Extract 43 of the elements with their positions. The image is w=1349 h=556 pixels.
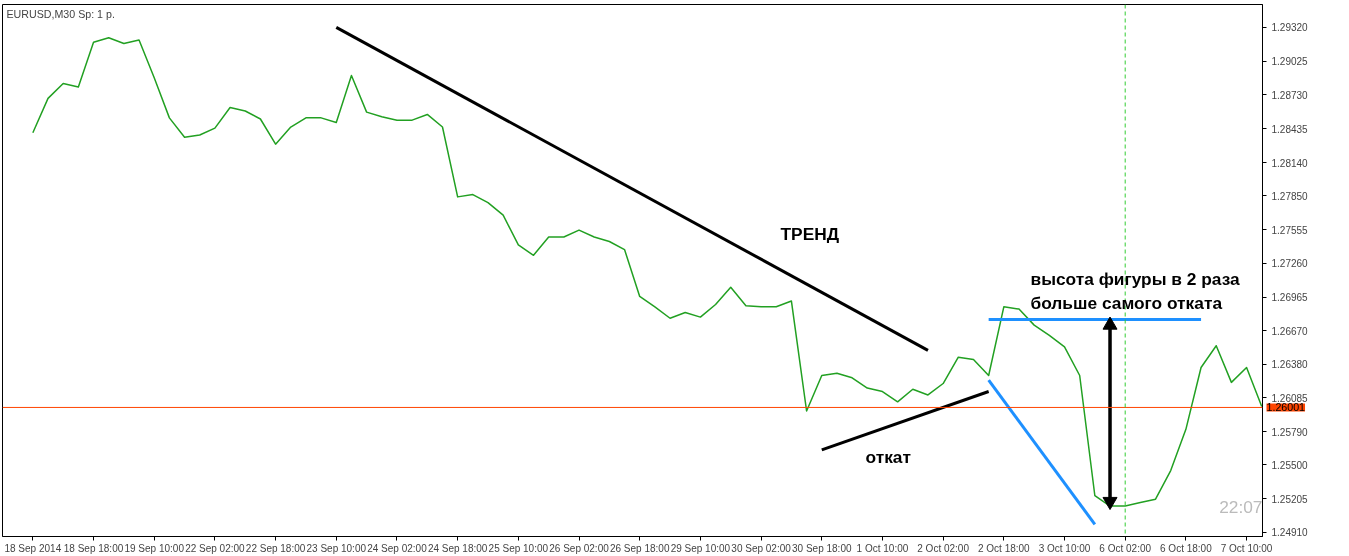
chart-title: EURUSD,M30 Sp: 1 p.	[6, 7, 115, 20]
ref-line-label: 1.26001	[1266, 401, 1306, 414]
x-tick-label: 24 Sep 02:00	[367, 542, 428, 554]
x-tick-label: 30 Sep 02:00	[731, 542, 792, 554]
y-tick-label: 1.27850	[1271, 190, 1309, 202]
x-tick-label: 22 Sep 02:00	[185, 542, 246, 554]
y-tick-label: 1.25500	[1271, 459, 1309, 471]
y-tick-label: 1.26380	[1271, 359, 1309, 371]
x-tick-label: 18 Sep 18:00	[63, 542, 124, 554]
y-tick-label: 1.27260	[1271, 258, 1309, 270]
x-tick-label: 6 Oct 02:00	[1099, 542, 1152, 554]
x-tick-label: 24 Sep 18:00	[427, 542, 488, 554]
x-tick-label: 26 Sep 18:00	[609, 542, 670, 554]
annotation: ТРЕНД	[780, 223, 840, 244]
annotation: откат	[865, 446, 911, 467]
annotation: высота фигуры в 2 раза больше самого отката	[1030, 269, 1241, 314]
y-tick-label: 1.26965	[1271, 292, 1309, 304]
x-tick-label: 3 Oct 10:00	[1038, 542, 1091, 554]
x-tick-label: 2 Oct 02:00	[917, 542, 970, 554]
y-tick-label: 1.28730	[1271, 89, 1309, 101]
y-tick-label: 1.29025	[1271, 56, 1309, 68]
annotation: 22:07	[1219, 496, 1263, 517]
x-tick-label: 2 Oct 18:00	[977, 542, 1031, 554]
y-tick-label: 1.26670	[1271, 325, 1309, 337]
x-tick-label: 29 Sep 10:00	[670, 542, 731, 554]
x-tick-label: 23 Sep 10:00	[306, 542, 367, 554]
x-tick-label: 25 Sep 10:00	[488, 542, 549, 554]
y-tick-label: 1.26085	[1271, 392, 1309, 404]
x-tick-label: 1 Oct 10:00	[856, 542, 909, 554]
y-tick-label: 1.24910	[1271, 527, 1309, 539]
x-tick-label: 22 Sep 18:00	[245, 542, 306, 554]
y-tick-label: 1.28435	[1271, 123, 1309, 135]
x-tick-label: 30 Sep 18:00	[792, 542, 852, 554]
y-tick-label: 1.25790	[1271, 426, 1309, 438]
y-tick-label: 1.27555	[1271, 224, 1309, 236]
y-tick-label: 1.25205	[1271, 493, 1309, 505]
y-tick-label: 1.28140	[1271, 157, 1309, 169]
x-tick-label: 18 Sep 2014	[4, 542, 62, 554]
x-tick-label: 7 Oct 10:00	[1220, 542, 1273, 554]
y-tick-label: 1.29320	[1271, 22, 1309, 34]
x-tick-label: 6 Oct 18:00	[1160, 542, 1213, 554]
x-tick-label: 26 Sep 02:00	[549, 542, 610, 554]
x-tick-label: 19 Sep 10:00	[124, 542, 185, 554]
